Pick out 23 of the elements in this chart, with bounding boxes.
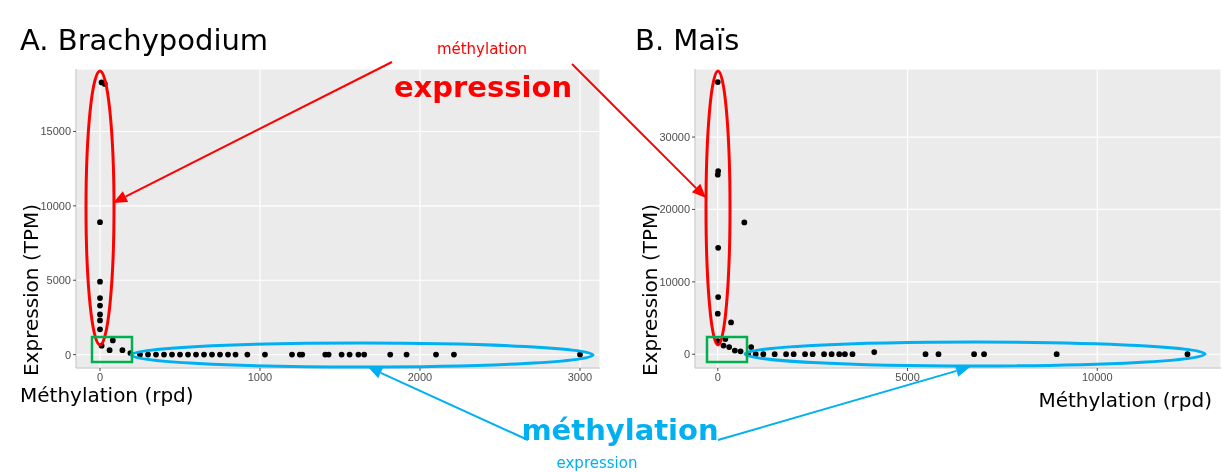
- chart-title: B. Maïs: [635, 23, 740, 57]
- y-tick-label: 10000: [40, 199, 71, 212]
- text: méthylation: [436, 40, 528, 58]
- x-tick-label: 5000: [895, 370, 920, 383]
- y-tick-label: 0: [683, 348, 690, 361]
- y-tick-label: 5000: [46, 274, 71, 287]
- x-axis-title: Méthylation (rpd): [20, 383, 194, 407]
- x-axis-title: Méthylation (rpd): [1038, 388, 1212, 412]
- y-tick-label: 10000: [659, 275, 690, 288]
- x-tick-label: 3000: [567, 370, 593, 383]
- y-tick-label: 30000: [659, 130, 690, 143]
- x-tick-label: 0: [96, 370, 104, 383]
- annotation: expression: [393, 70, 573, 104]
- x-tick-label: 2000: [407, 370, 433, 383]
- y-tick-label: 0: [64, 348, 71, 361]
- x-tick-label: 1000: [247, 370, 273, 383]
- x-tick-label: 0: [714, 370, 721, 383]
- x-tick-label: 10000: [1081, 370, 1113, 383]
- text: méthylation: [521, 413, 719, 447]
- y-tick-label: 20000: [659, 203, 690, 216]
- text: expression: [556, 454, 638, 472]
- chart-title: A. Brachypodium: [20, 23, 269, 57]
- y-tick-label: 15000: [40, 125, 71, 138]
